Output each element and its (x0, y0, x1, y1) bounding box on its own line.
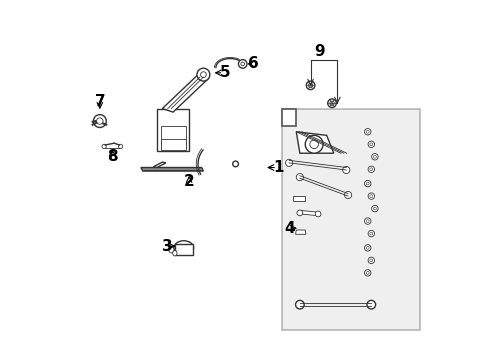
Circle shape (308, 83, 312, 87)
Circle shape (102, 144, 106, 149)
Text: 4: 4 (283, 221, 294, 236)
Circle shape (364, 129, 370, 135)
Polygon shape (141, 167, 203, 171)
Polygon shape (153, 162, 165, 167)
Circle shape (296, 174, 303, 181)
Circle shape (296, 210, 302, 216)
Circle shape (197, 68, 209, 81)
Circle shape (367, 166, 374, 172)
Circle shape (367, 257, 374, 264)
Circle shape (369, 259, 372, 262)
Polygon shape (295, 230, 305, 234)
Circle shape (327, 99, 336, 108)
Circle shape (367, 193, 374, 199)
Text: 5: 5 (219, 65, 230, 80)
Circle shape (232, 161, 238, 167)
Circle shape (309, 140, 318, 149)
Circle shape (366, 271, 368, 274)
Circle shape (329, 101, 333, 105)
Polygon shape (296, 132, 333, 153)
Circle shape (344, 192, 351, 199)
Circle shape (366, 220, 368, 222)
Bar (157, 109, 189, 152)
Ellipse shape (168, 247, 174, 253)
Text: 1: 1 (273, 160, 283, 175)
Bar (160, 126, 185, 148)
Polygon shape (282, 109, 296, 126)
Circle shape (364, 270, 370, 276)
Circle shape (364, 218, 370, 224)
Circle shape (364, 180, 370, 187)
Circle shape (238, 60, 246, 68)
Polygon shape (292, 196, 305, 202)
Text: 2: 2 (183, 174, 194, 189)
Circle shape (315, 211, 320, 217)
Circle shape (342, 166, 349, 174)
Text: 8: 8 (107, 149, 118, 164)
Text: 3: 3 (162, 239, 173, 253)
Circle shape (371, 154, 377, 160)
Circle shape (366, 182, 368, 185)
Bar (160, 139, 185, 150)
Circle shape (295, 300, 304, 309)
Circle shape (367, 230, 374, 237)
Text: 9: 9 (314, 44, 324, 59)
Polygon shape (299, 210, 317, 216)
Circle shape (200, 72, 206, 77)
Circle shape (118, 144, 122, 149)
Circle shape (93, 114, 106, 127)
Circle shape (97, 118, 103, 124)
Circle shape (373, 156, 376, 158)
Circle shape (367, 141, 374, 148)
Circle shape (305, 81, 314, 90)
Circle shape (369, 143, 372, 146)
Circle shape (305, 135, 323, 153)
Polygon shape (162, 75, 208, 112)
Ellipse shape (174, 241, 193, 255)
Ellipse shape (172, 251, 177, 256)
Circle shape (366, 247, 368, 249)
Circle shape (373, 207, 376, 210)
Circle shape (366, 300, 375, 309)
Circle shape (285, 159, 292, 166)
Circle shape (371, 205, 377, 212)
Bar (175, 244, 192, 255)
Circle shape (369, 232, 372, 235)
Circle shape (364, 245, 370, 251)
Circle shape (369, 168, 372, 171)
Circle shape (241, 62, 244, 66)
Text: 6: 6 (247, 57, 258, 71)
Circle shape (369, 195, 372, 198)
Circle shape (366, 130, 368, 133)
Bar (282, 109, 419, 330)
Text: 7: 7 (94, 94, 105, 109)
